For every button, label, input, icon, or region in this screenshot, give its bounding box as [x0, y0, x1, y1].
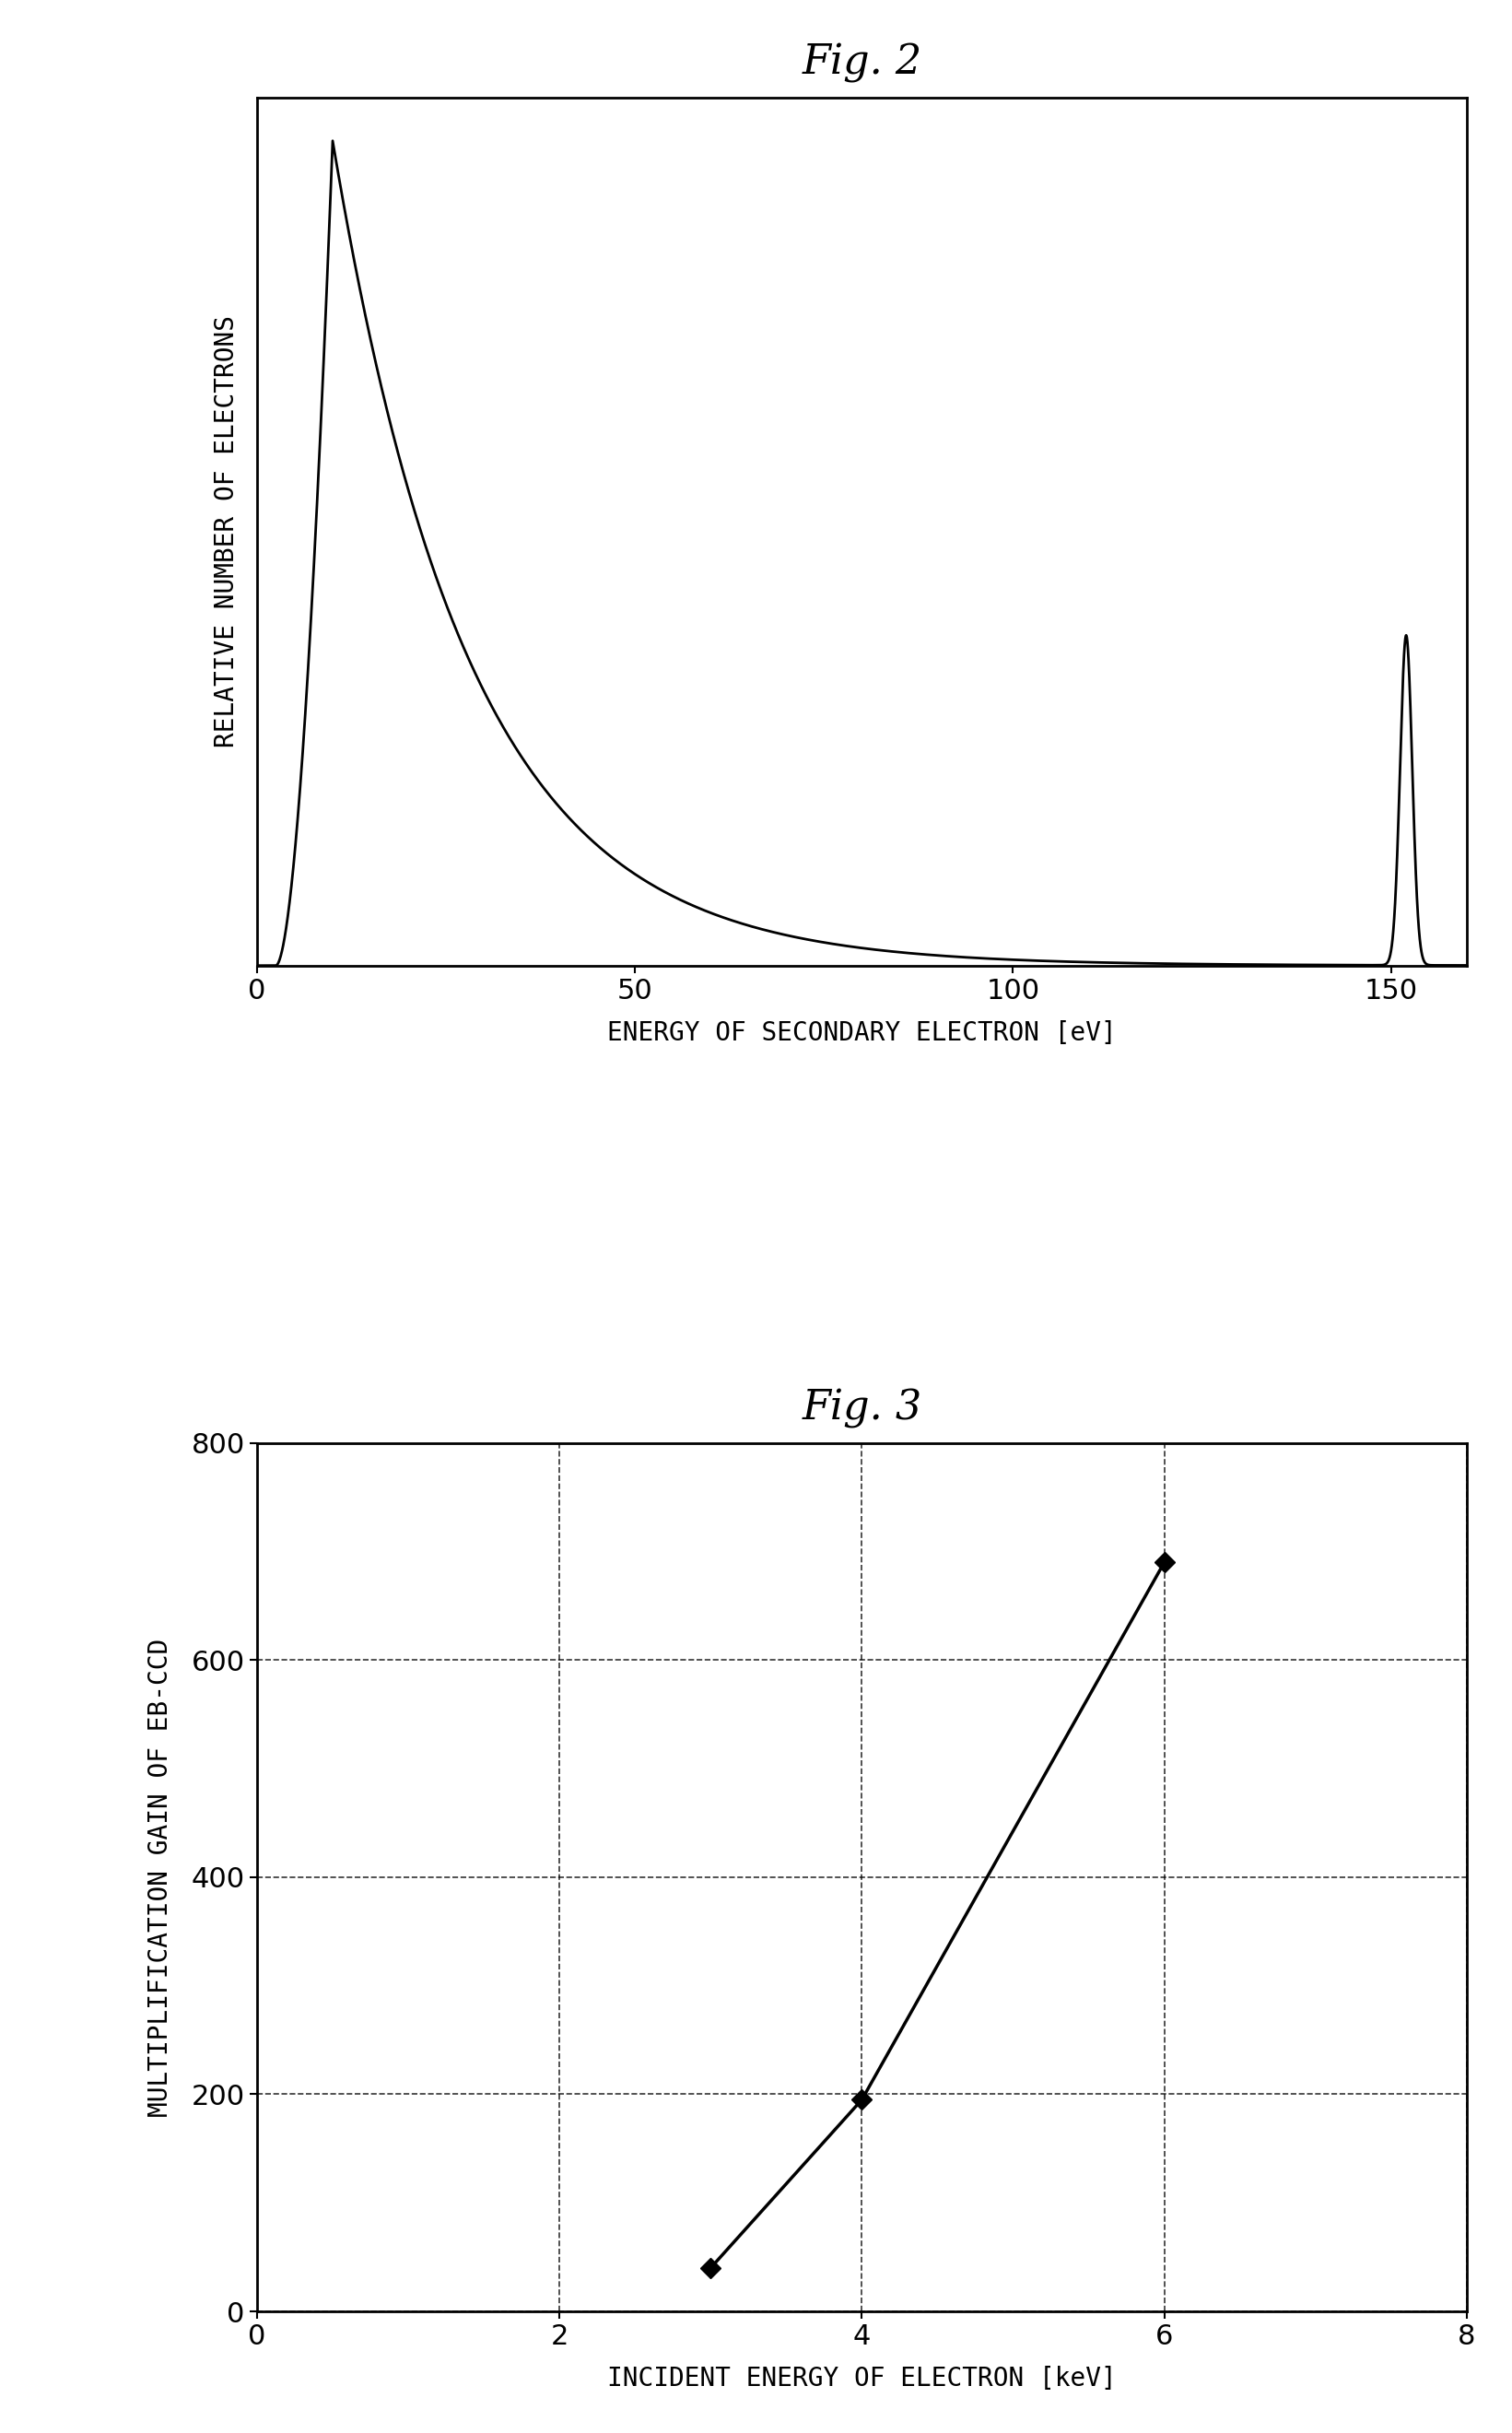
Y-axis label: RELATIVE NUMBER OF ELECTRONS: RELATIVE NUMBER OF ELECTRONS: [213, 316, 239, 747]
Title: Fig. 3: Fig. 3: [801, 1389, 922, 1428]
Y-axis label: MULTIPLIFICATION GAIN OF EB-CCD: MULTIPLIFICATION GAIN OF EB-CCD: [148, 1637, 174, 2117]
X-axis label: INCIDENT ENERGY OF ELECTRON [keV]: INCIDENT ENERGY OF ELECTRON [keV]: [608, 2365, 1116, 2392]
Title: Fig. 2: Fig. 2: [801, 44, 922, 83]
X-axis label: ENERGY OF SECONDARY ELECTRON [eV]: ENERGY OF SECONDARY ELECTRON [eV]: [608, 1019, 1116, 1046]
